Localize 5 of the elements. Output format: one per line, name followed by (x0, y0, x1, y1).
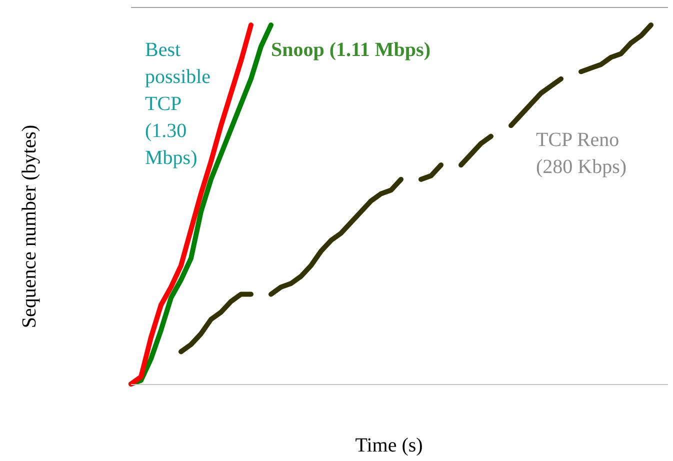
y-axis-title: Sequence number (bytes) (18, 124, 40, 328)
x-axis-title: Time (s) (355, 434, 423, 456)
series-label: TCP Reno (280 Kbps) (536, 129, 627, 178)
series-label: Best possible TCP (1.30 Mbps) (145, 39, 211, 169)
series-label: Snoop (1.11 Mbps) (271, 39, 430, 61)
